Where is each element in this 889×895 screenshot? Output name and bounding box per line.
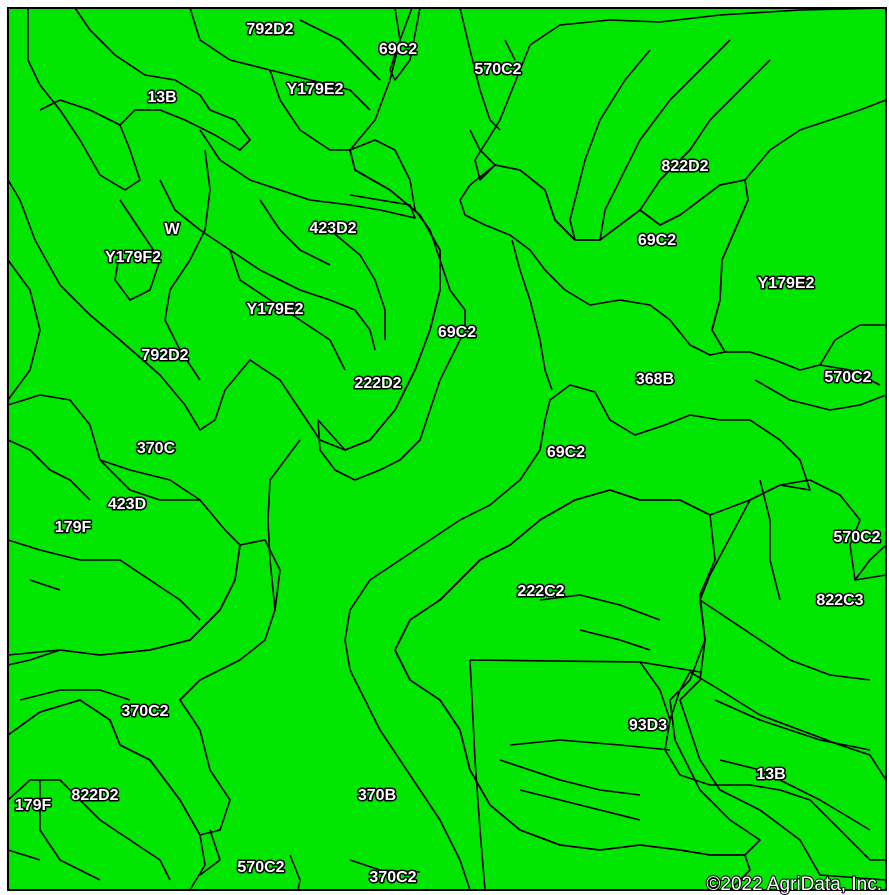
soil-label-222d2: 222D2 xyxy=(354,375,401,392)
soil-label-370c2: 370C2 xyxy=(369,869,416,886)
soil-label-423d: 423D xyxy=(108,496,146,513)
soil-label-13b: 13B xyxy=(147,89,176,106)
soil-labels: 792D2 69C2 570C2 13B Y179E2 822D2 423D2 W 69C2 Y1… xyxy=(13,20,882,888)
soil-label-13b: 13B xyxy=(756,766,785,783)
soil-label-792d2: 792D2 xyxy=(246,21,293,38)
soil-label-93d3: 93D3 xyxy=(629,717,667,734)
soil-label-69c2: 69C2 xyxy=(379,41,417,58)
soil-label-792d2: 792D2 xyxy=(141,347,188,364)
soil-label-822d2: 822D2 xyxy=(661,158,708,175)
soil-label-370c2: 370C2 xyxy=(121,703,168,720)
soil-label-y179e2: Y179E2 xyxy=(287,81,344,98)
soil-label-222c2: 222C2 xyxy=(517,583,564,600)
soil-label-370b: 370B xyxy=(358,787,396,804)
soil-label-69c2: 69C2 xyxy=(638,232,676,249)
soil-label-822c3: 822C3 xyxy=(816,592,863,609)
soil-polygon-red xyxy=(679,479,887,881)
field-background xyxy=(8,8,886,890)
soil-label-w: W xyxy=(164,221,180,238)
soil-label-570c2: 570C2 xyxy=(833,529,880,546)
soil-polygon-yellow xyxy=(344,384,811,891)
soil-label-368b: 368B xyxy=(636,371,674,388)
soil-label-570c2: 570C2 xyxy=(474,61,521,78)
soil-label-179f: 179F xyxy=(55,519,92,536)
soil-polygon-yellow xyxy=(317,139,466,481)
copyright-text: ©2022 AgriData, Inc. xyxy=(706,874,882,895)
soil-label-370c: 370C xyxy=(137,440,176,457)
boundary-lines xyxy=(7,7,887,891)
soil-label-69c2: 69C2 xyxy=(547,444,585,461)
soil-label-y179e2: Y179E2 xyxy=(247,301,304,318)
soil-polygon-yellow xyxy=(459,164,749,356)
soil-label-570c2: 570C2 xyxy=(237,859,284,876)
soil-label-570c2: 570C2 xyxy=(824,369,871,386)
soil-label-423d2: 423D2 xyxy=(309,220,356,237)
soil-polygon-orange xyxy=(27,7,251,191)
soil-label-179f: 179F xyxy=(15,797,52,814)
field-boundary xyxy=(7,7,887,891)
soil-label-y179e2: Y179E2 xyxy=(758,275,815,292)
soil-label-y179f2: Y179F2 xyxy=(105,249,161,266)
soil-label-822d2: 822D2 xyxy=(71,787,118,804)
soil-polygon-orange xyxy=(7,539,281,836)
soil-label-69c2: 69C2 xyxy=(438,324,476,341)
